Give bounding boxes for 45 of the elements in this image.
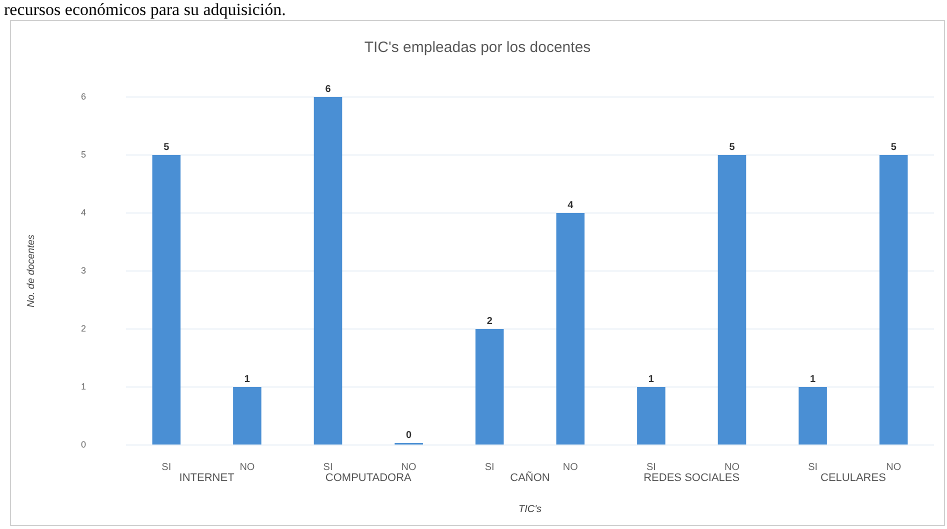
- text: REDES SOCIALES: [644, 472, 740, 484]
- y-tick-label: 4: [80, 207, 86, 218]
- x-tick-label: SI: [646, 462, 656, 473]
- x-tick-label: SI: [808, 462, 818, 473]
- data-label: 5: [890, 142, 897, 153]
- data-label: 5: [164, 142, 170, 153]
- y-tick-label: 5: [80, 149, 86, 160]
- bar: [798, 387, 827, 444]
- bar: [718, 155, 746, 444]
- data-label: 2: [486, 316, 493, 327]
- x-tick-label: NO: [724, 462, 740, 473]
- bar: [637, 387, 666, 444]
- x-tick-label: NO: [562, 462, 578, 473]
- x-axis-title: TIC's: [518, 504, 542, 515]
- data-label: 0: [406, 430, 412, 441]
- text: CAÑON: [510, 471, 550, 484]
- y-tick-label: 2: [80, 323, 86, 334]
- x-tick-label: NO: [886, 462, 902, 473]
- y-tick-label: 0: [80, 439, 86, 450]
- text: COMPUTADORA: [325, 472, 412, 484]
- x-tick-label: SI: [162, 462, 172, 473]
- bar: [475, 329, 504, 444]
- y-tick-label: 6: [80, 91, 86, 102]
- chart-title: TIC's empleadas por los docentes: [364, 39, 591, 56]
- data-label: 5: [729, 142, 736, 153]
- bar: [233, 387, 262, 444]
- text: recursos económicos para su adquisición.: [4, 0, 286, 20]
- x-tick-label: SI: [323, 462, 333, 473]
- x-tick-label: NO: [401, 462, 417, 473]
- bar: [879, 155, 908, 444]
- bar: [152, 155, 181, 444]
- y-tick-label: 3: [80, 265, 86, 276]
- x-tick-label: SI: [484, 462, 494, 473]
- data-label: 6: [325, 84, 332, 95]
- bar: [314, 97, 342, 444]
- y-axis-title: No. de docentes: [26, 234, 37, 308]
- text: INTERNET: [179, 472, 235, 484]
- bar: [556, 213, 585, 444]
- data-label: 1: [810, 374, 816, 385]
- data-label: 4: [568, 200, 574, 211]
- data-label: 1: [648, 374, 654, 385]
- text: CELULARES: [820, 472, 886, 484]
- data-label: 1: [244, 374, 250, 385]
- y-tick-label: 1: [80, 381, 86, 392]
- x-tick-label: NO: [240, 462, 255, 473]
